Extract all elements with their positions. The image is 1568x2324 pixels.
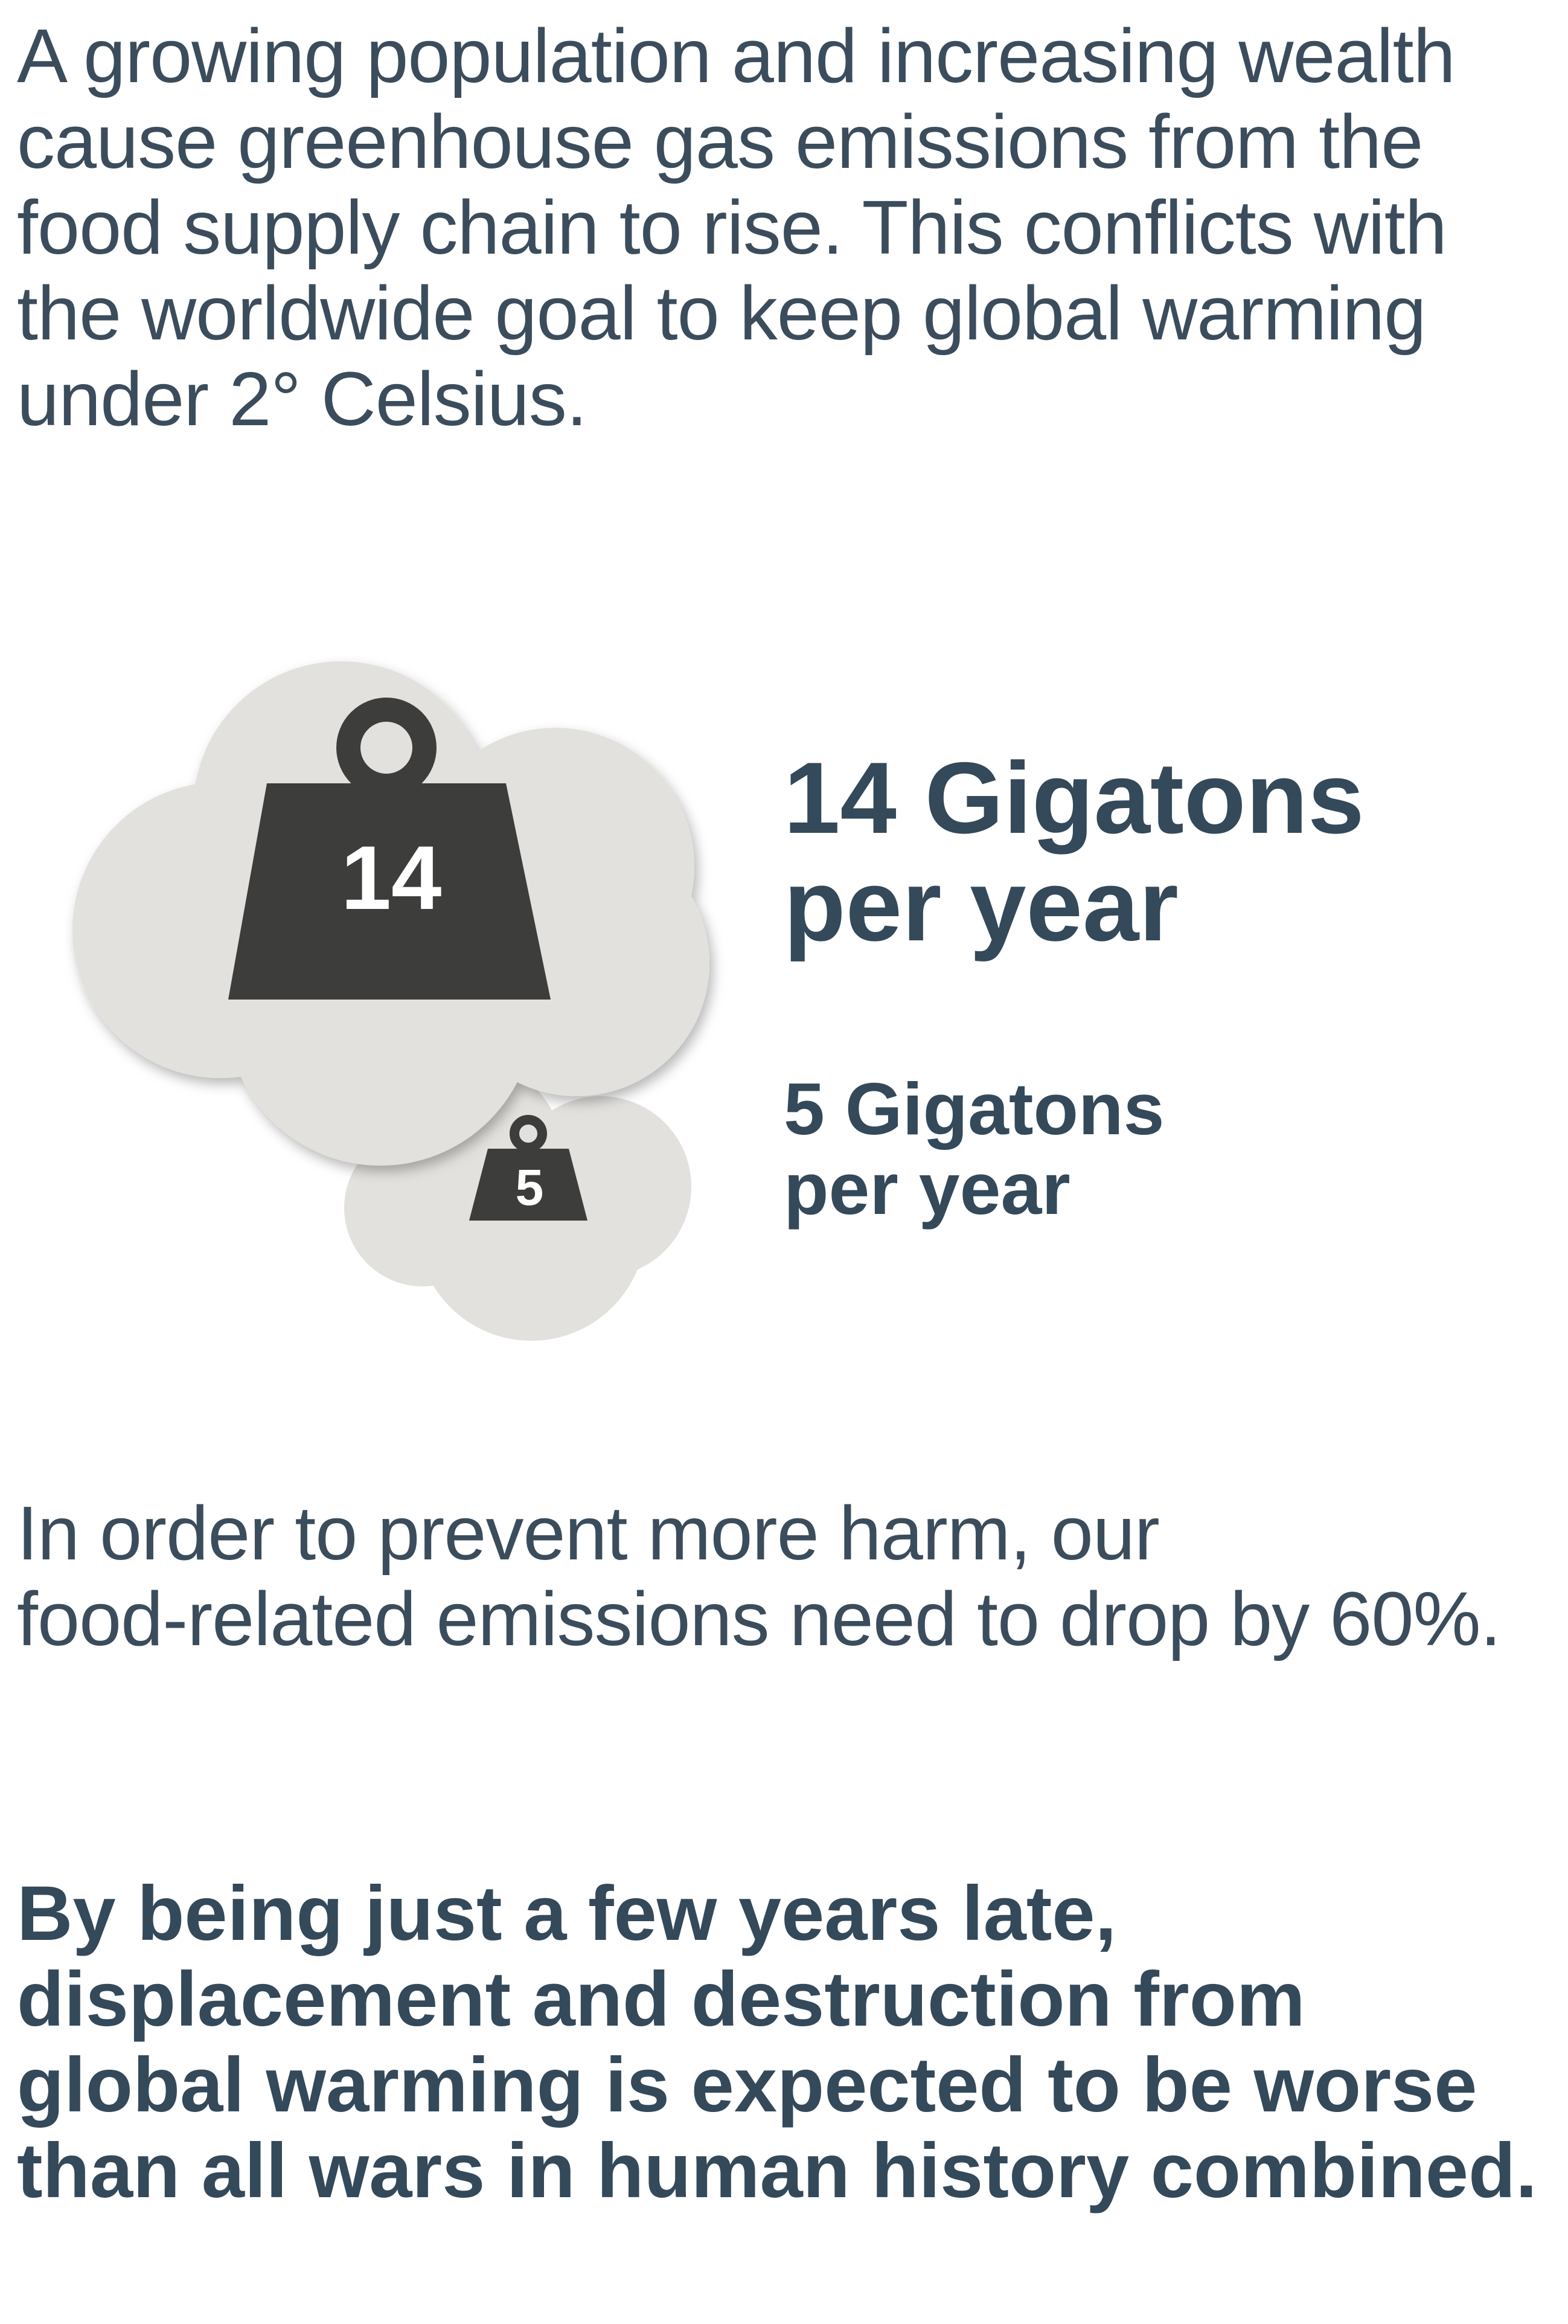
target-emissions-stat: 5 Gigatons per year — [784, 1069, 1508, 1228]
closing-statement: By being just a few years late, displace… — [17, 1870, 1537, 2214]
current-emissions-amount: 14 Gigatons — [784, 741, 1365, 855]
target-emissions-period: per year — [784, 1148, 1070, 1230]
reduction-paragraph: In order to prevent more harm, our food-… — [17, 1491, 1563, 1662]
intro-paragraph: A growing population and increasing weal… — [17, 13, 1456, 441]
reduction-line-2: food-related emissions need to drop by 6… — [17, 1576, 1502, 1661]
small-weight-label: 5 — [516, 1159, 544, 1216]
current-emissions-period: per year — [784, 849, 1179, 962]
large-weight-label: 14 — [341, 827, 442, 928]
large-weight-icon — [228, 698, 551, 1000]
small-cloud — [344, 1057, 691, 1341]
target-emissions-amount: 5 Gigatons — [784, 1068, 1165, 1150]
current-emissions-stat: 14 Gigatons per year — [784, 744, 1508, 959]
emissions-cloud-graphic: 14 5 — [72, 661, 709, 1341]
reduction-line-1: In order to prevent more harm, our — [17, 1491, 1160, 1576]
small-weight-icon — [469, 1115, 587, 1221]
